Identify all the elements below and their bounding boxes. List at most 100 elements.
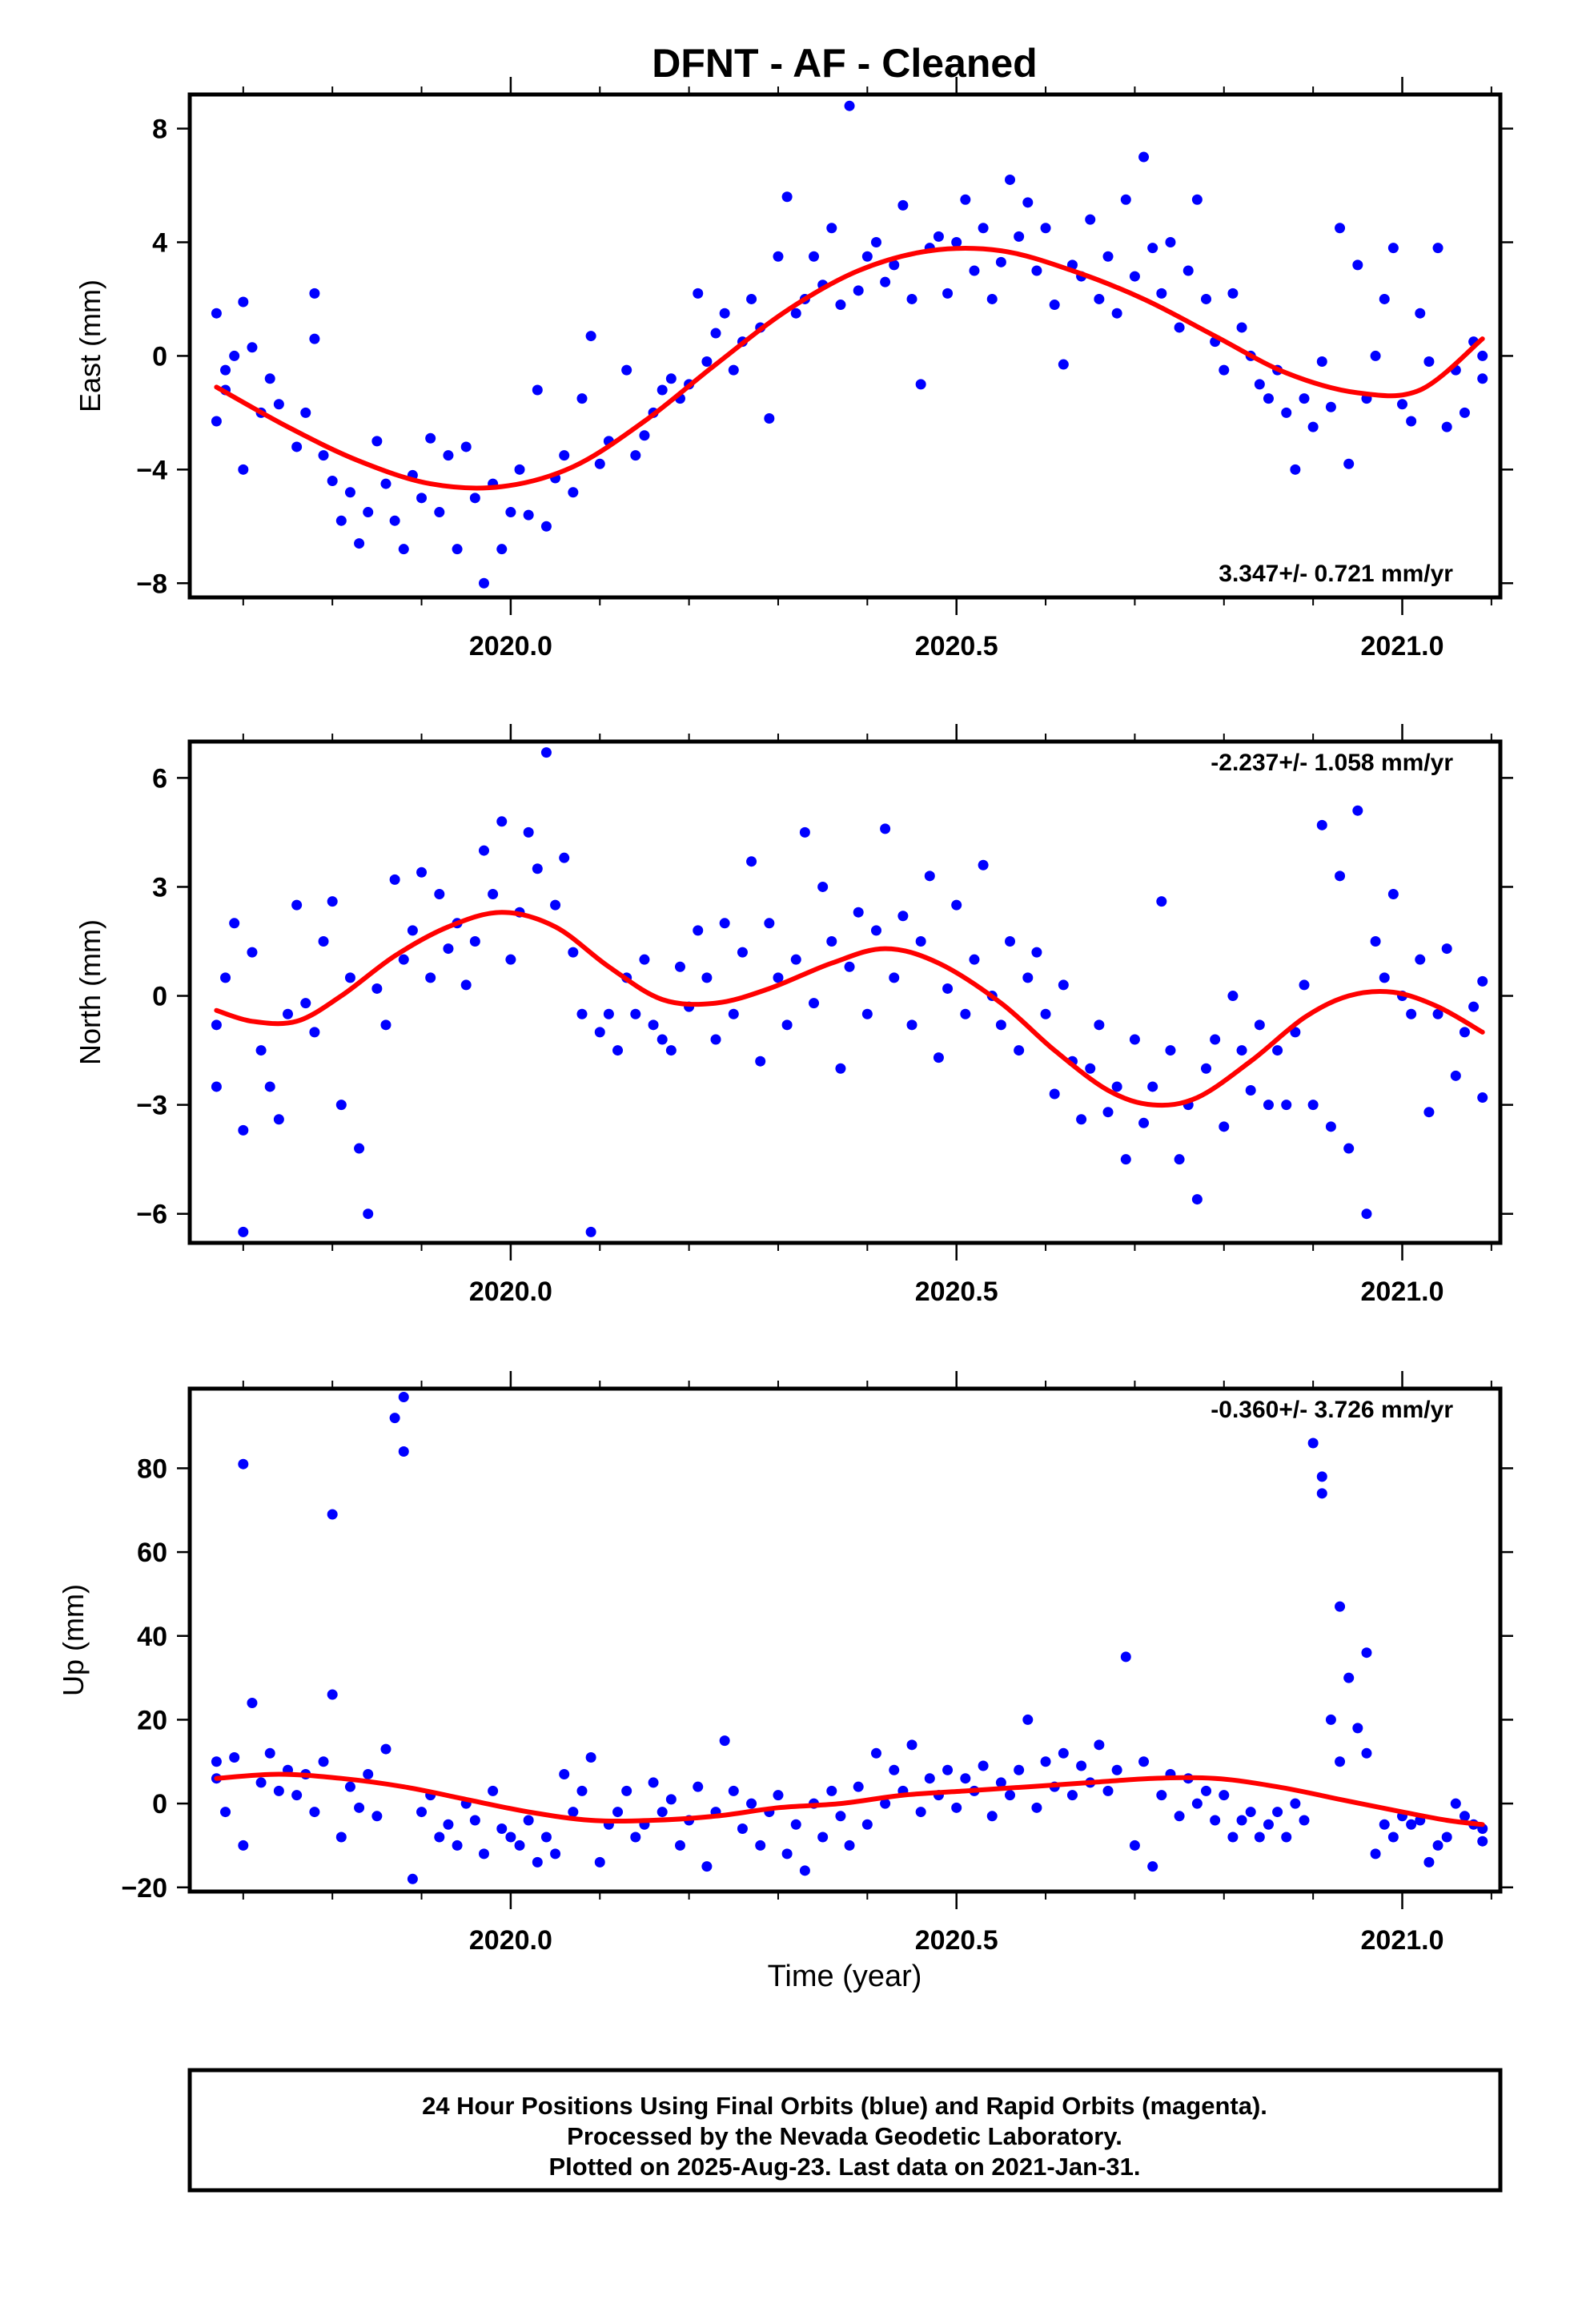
north-data-point: [648, 1019, 659, 1031]
up-data-point: [773, 1790, 784, 1801]
north-data-point: [523, 826, 534, 838]
north-data-point: [540, 747, 552, 758]
north-data-point: [915, 935, 926, 947]
east-data-point: [363, 507, 374, 518]
north-data-point: [1387, 889, 1399, 900]
east-data-point: [1129, 271, 1140, 282]
north-data-point: [1361, 1208, 1372, 1220]
east-data-point: [1397, 399, 1408, 410]
east-data-point: [880, 276, 891, 287]
east-data-point: [1343, 458, 1355, 469]
north-data-point: [398, 954, 409, 965]
up-data-point: [978, 1760, 989, 1771]
east-data-point: [496, 544, 508, 555]
east-data-point: [211, 308, 222, 319]
east-data-point: [1094, 293, 1105, 304]
north-data-point: [656, 1034, 668, 1045]
east-data-point: [1201, 293, 1212, 304]
up-data-point: [1254, 1831, 1265, 1843]
north-y-tick-label: 3: [152, 872, 167, 903]
east-data-point: [559, 450, 570, 461]
north-data-point: [1272, 1045, 1283, 1056]
up-data-point: [951, 1802, 962, 1813]
east-y-tick-label: −4: [136, 455, 167, 485]
north-data-point: [603, 1008, 614, 1019]
east-data-point: [1307, 421, 1319, 432]
north-data-point: [773, 972, 784, 983]
north-data-point: [460, 979, 472, 991]
east-data-point: [371, 436, 383, 447]
north-data-point: [1111, 1081, 1122, 1092]
east-data-point: [1406, 416, 1417, 427]
east-data-point: [1165, 236, 1176, 247]
north-data-point: [1022, 972, 1034, 983]
north-data-point: [505, 954, 516, 965]
up-data-point: [861, 1819, 873, 1830]
north-data-point: [746, 856, 757, 867]
east-data-point: [809, 251, 820, 262]
north-data-point: [1138, 1117, 1150, 1128]
north-data-point: [1129, 1034, 1140, 1045]
footer-line-2: Processed by the Nevada Geodetic Laborat…: [567, 2122, 1122, 2150]
north-data-point: [995, 1019, 1006, 1031]
up-data-point: [380, 1743, 391, 1755]
up-data-point: [817, 1831, 829, 1843]
north-data-point: [978, 859, 989, 870]
north-data-point: [1245, 1084, 1256, 1096]
north-data-point: [344, 972, 355, 983]
up-data-point: [1210, 1815, 1221, 1826]
east-data-point: [1111, 308, 1122, 319]
up-data-point: [1335, 1601, 1346, 1612]
up-data-point: [238, 1839, 249, 1851]
north-data-point: [951, 899, 962, 911]
east-y-axis-label: East (mm): [74, 279, 106, 412]
east-data-point: [1290, 464, 1301, 475]
up-fit-curve: [214, 1771, 1485, 1827]
east-data-point: [889, 259, 900, 271]
east-data-point: [1254, 379, 1265, 390]
east-data-point: [229, 350, 240, 361]
east-data-point: [1387, 243, 1399, 254]
north-y-axis-label: North (mm): [74, 919, 106, 1065]
up-data-point: [853, 1781, 864, 1792]
north-data-point: [363, 1208, 374, 1220]
north-data-point: [1014, 1045, 1025, 1056]
east-data-point: [719, 308, 730, 319]
up-data-point: [835, 1811, 846, 1822]
up-data-point: [327, 1509, 338, 1520]
north-data-point: [1441, 943, 1452, 955]
north-data-point: [737, 947, 748, 958]
east-data-point: [1191, 194, 1203, 205]
up-data-point: [327, 1689, 338, 1700]
north-y-tick-label: 0: [152, 982, 167, 1012]
east-data-point: [933, 231, 944, 242]
up-data-point: [1245, 1807, 1256, 1818]
east-data-point: [960, 194, 971, 205]
north-data-point: [889, 972, 900, 983]
east-data-point: [746, 293, 757, 304]
north-data-point: [327, 896, 338, 907]
up-data-point: [1423, 1856, 1435, 1868]
north-data-point: [1343, 1143, 1355, 1154]
north-data-point: [585, 1226, 596, 1237]
north-data-point: [425, 972, 436, 983]
north-data-point: [1120, 1154, 1131, 1165]
north-panel: 2020.0 2020.5 2021.0 −6 −3 0 3 6 North (mm) -2.23…: [74, 724, 1513, 1307]
up-data-point: [942, 1764, 954, 1775]
north-data-point: [1263, 1100, 1274, 1111]
up-data-point: [1263, 1819, 1274, 1830]
up-data-point: [247, 1698, 258, 1708]
east-panel: 2020.0 2020.5 2021.0 −8 −4 0 4 8 East (mm) 3.347+…: [74, 77, 1513, 661]
north-data-point: [478, 845, 489, 856]
up-data-point: [264, 1747, 275, 1759]
east-plot-frame: [187, 92, 1503, 600]
up-data-point: [540, 1831, 552, 1843]
north-data-point: [568, 947, 579, 958]
up-data-point: [826, 1785, 837, 1796]
east-data-point: [300, 407, 311, 418]
east-data-point: [906, 293, 917, 304]
up-data-point: [1387, 1831, 1399, 1843]
north-data-point: [211, 1081, 222, 1092]
north-data-point: [1227, 991, 1239, 1002]
up-data-point: [1361, 1647, 1372, 1659]
